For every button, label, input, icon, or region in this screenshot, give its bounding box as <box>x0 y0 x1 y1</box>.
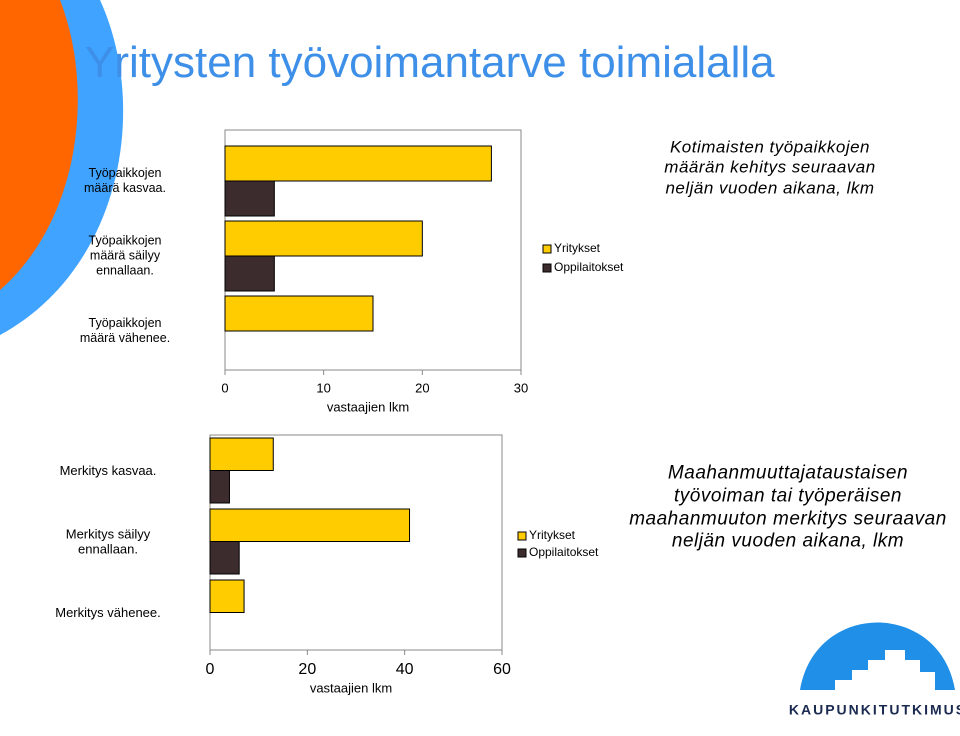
category-label: Merkitys vähenee. <box>55 604 161 620</box>
x-tick-label: 0 <box>221 380 228 395</box>
category-label: Työpaikkojen määrä säilyy ennallaan. <box>88 233 162 278</box>
bar <box>224 180 275 217</box>
x-tick-label: 20 <box>415 380 429 395</box>
legend-label: Oppilaitokset <box>554 260 624 274</box>
x-axis-label: vastaajien lkm <box>310 680 392 695</box>
category-label: Työpaikkojen määrä kasvaa. <box>84 166 166 195</box>
chart-title: Maahanmuuttajataustaisen työvoiman tai t… <box>629 462 947 552</box>
x-tick-label: 20 <box>298 661 316 678</box>
slide-title: Yritysten työvoimantarve toimialalla <box>85 38 775 87</box>
bar <box>224 220 423 257</box>
legend-label: Oppilaitokset <box>529 545 599 559</box>
legend-label: Yritykset <box>554 241 601 255</box>
bar <box>209 508 411 542</box>
legend-swatch <box>542 263 552 273</box>
logo-mark <box>800 622 955 690</box>
bar <box>224 255 275 292</box>
x-tick-label: 30 <box>514 380 528 395</box>
bar <box>209 541 240 575</box>
logo-text: KAUPUNKITUTKIMUS <box>789 702 960 718</box>
category-label: Merkitys kasvaa. <box>59 462 157 478</box>
bar <box>209 470 230 504</box>
x-axis-label: vastaajien lkm <box>327 399 409 414</box>
bar <box>224 145 492 182</box>
legend-swatch <box>517 548 527 558</box>
bar <box>209 579 245 613</box>
x-tick-label: 10 <box>316 380 330 395</box>
legend-label: Yritykset <box>529 528 576 542</box>
x-tick-label: 60 <box>493 661 511 678</box>
legend-swatch <box>542 244 552 254</box>
legend-swatch <box>517 531 527 541</box>
bar <box>224 295 374 332</box>
bar <box>209 437 274 471</box>
chart-title: Kotimaisten työpaikkojen määrän kehitys … <box>664 137 876 198</box>
decor-orange <box>0 0 78 290</box>
x-tick-label: 40 <box>396 661 414 678</box>
x-tick-label: 0 <box>206 661 215 678</box>
category-label: Työpaikkojen määrä vähenee. <box>79 316 171 345</box>
category-label: Merkitys säilyy ennallaan. <box>65 525 151 557</box>
